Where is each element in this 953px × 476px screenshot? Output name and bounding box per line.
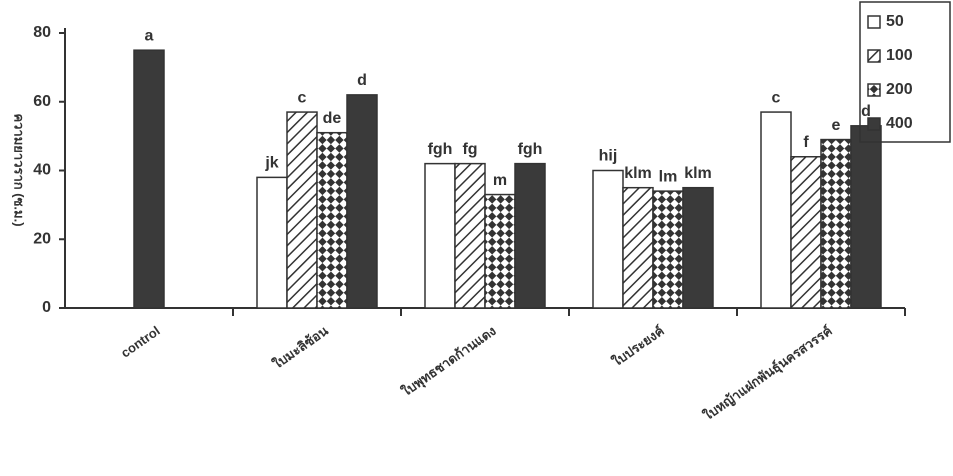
significance-letter: lm [659, 168, 678, 185]
x-tick-label: control [118, 323, 163, 361]
bar [316, 131, 348, 309]
significance-letter: de [323, 110, 342, 127]
bar [484, 193, 516, 309]
legend-swatch [867, 15, 881, 29]
bar [790, 156, 822, 309]
legend-label: 400 [886, 115, 913, 132]
bar [286, 111, 318, 309]
significance-letter: m [493, 172, 507, 189]
legend-label: 100 [886, 47, 913, 64]
bar [424, 162, 456, 309]
x-tick-label: ใบพุทธชาดก้านแดง [398, 322, 499, 400]
y-tick-label: 80 [33, 24, 51, 41]
bar [850, 125, 882, 309]
significance-letter: hij [599, 148, 618, 165]
significance-letter: a [145, 27, 154, 44]
y-axis-label: ความยาวราก (ซ.ม.) [12, 113, 27, 226]
significance-letter: c [772, 89, 781, 106]
legend-swatch [867, 117, 881, 131]
bar [592, 169, 624, 309]
significance-letter: klm [624, 165, 652, 182]
x-tick-label: ใบประยงค์ [609, 322, 667, 369]
bar [760, 111, 792, 309]
y-tick-label: 40 [33, 162, 51, 179]
x-tick-label: ใบหญ้าแฝกพันธุ์นครสวรรค์ [700, 322, 835, 424]
bar [682, 186, 714, 309]
bar [133, 49, 165, 309]
bar [256, 176, 288, 309]
significance-letter: fgh [428, 141, 453, 158]
bar [820, 138, 852, 309]
significance-letter: e [832, 117, 841, 134]
significance-letter: fg [462, 141, 477, 158]
legend-box [859, 1, 951, 143]
bar [454, 162, 486, 309]
significance-letter: jk [264, 155, 278, 172]
legend-swatch [867, 49, 881, 63]
bar [622, 186, 654, 309]
legend-swatch [867, 83, 881, 97]
bar [652, 190, 684, 309]
bar [514, 162, 546, 309]
y-tick-label: 60 [33, 93, 51, 110]
legend-label: 200 [886, 81, 913, 98]
bar [346, 94, 378, 309]
significance-letter: d [861, 103, 871, 120]
y-tick-label: 20 [33, 230, 51, 247]
significance-letter: c [298, 89, 307, 106]
significance-letter: fgh [518, 141, 543, 158]
significance-letter: f [803, 134, 809, 151]
significance-letter: d [357, 72, 367, 89]
y-tick-label: 0 [42, 299, 51, 316]
significance-letter: klm [684, 165, 712, 182]
x-tick-label: ใบมะลิซ้อน [269, 322, 330, 372]
legend-label: 50 [886, 13, 904, 30]
